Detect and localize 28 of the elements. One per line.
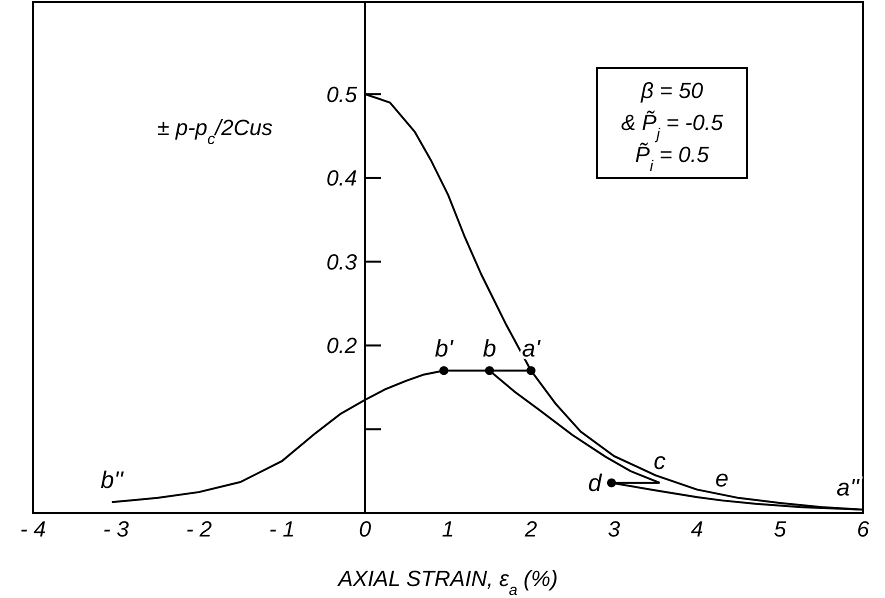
x-tick-label: 3 bbox=[608, 516, 621, 542]
y-axis-title: ± p-p$_{c}$/2Cus bbox=[157, 115, 273, 148]
x-tick-label: 6 bbox=[856, 516, 870, 542]
x-tick-label: 2 bbox=[524, 516, 538, 542]
x-tick-label: - 1 bbox=[269, 516, 295, 542]
x-tick-label: - 3 bbox=[103, 516, 130, 542]
annotation: P̃$_{i}$ = 0.5 bbox=[635, 142, 710, 174]
y-tick-label: 0.3 bbox=[326, 249, 358, 274]
x-tick-label: 0 bbox=[358, 516, 372, 542]
annotation: c bbox=[654, 448, 666, 475]
annotation: b' bbox=[434, 336, 454, 363]
annotation: b bbox=[482, 336, 496, 363]
y-tick-label: 0.2 bbox=[326, 333, 357, 358]
y-tick-label: 0.4 bbox=[326, 166, 357, 191]
x-tick-label: - 2 bbox=[186, 516, 212, 542]
annotation: a'' bbox=[836, 474, 860, 502]
x-axis-title: AXIAL STRAIN, ε$_{a}$ (%) bbox=[336, 566, 558, 598]
x-tick-label: - 4 bbox=[20, 516, 46, 542]
x-tick-label: 5 bbox=[774, 516, 787, 542]
annotation: d bbox=[588, 470, 602, 497]
annotation: e bbox=[715, 465, 729, 492]
x-tick-label: 4 bbox=[690, 516, 704, 542]
y-tick-label: 0.5 bbox=[326, 82, 358, 107]
x-tick-label: 1 bbox=[442, 516, 454, 542]
annotation: b'' bbox=[100, 467, 125, 494]
annotation: β = 50 bbox=[640, 78, 704, 103]
annotation: & P̃$_{j}$ = -0.5 bbox=[621, 110, 724, 142]
annotation: a' bbox=[522, 336, 542, 363]
